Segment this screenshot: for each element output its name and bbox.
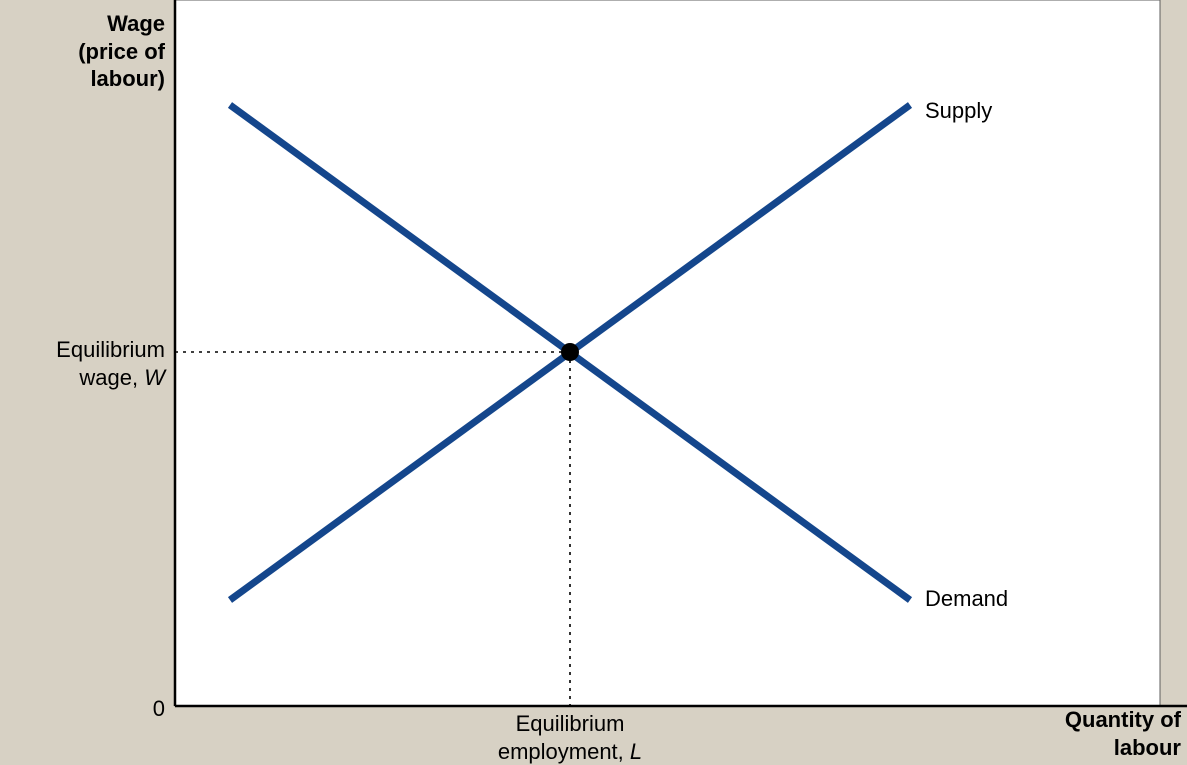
x-axis-title-line2: labour xyxy=(1114,735,1181,760)
eq-wage-line2b: W xyxy=(144,365,165,390)
equilibrium-wage-label: Equilibrium wage, W xyxy=(0,336,165,391)
supply-label: Supply xyxy=(925,97,992,125)
plot-area xyxy=(175,0,1160,706)
demand-label: Demand xyxy=(925,585,1008,613)
eq-emp-line1: Equilibrium xyxy=(516,711,625,736)
equilibrium-employment-label: Equilibrium employment, L xyxy=(420,710,720,765)
eq-emp-line2a: employment, xyxy=(498,739,630,764)
origin-label: 0 xyxy=(0,695,165,723)
y-axis-title-line2: (price of xyxy=(78,39,165,64)
eq-emp-line2b: L xyxy=(630,739,642,764)
x-axis-title: Quantity of labour xyxy=(961,706,1181,761)
chart-svg xyxy=(0,0,1187,765)
y-axis-title: Wage (price of labour) xyxy=(0,10,165,93)
eq-wage-line1: Equilibrium xyxy=(56,337,165,362)
chart-stage: Wage (price of labour) Equilibrium wage,… xyxy=(0,0,1187,765)
eq-wage-line2a: wage, xyxy=(79,365,144,390)
equilibrium-point xyxy=(561,343,579,361)
y-axis-title-line1: Wage xyxy=(107,11,165,36)
x-axis-title-line1: Quantity of xyxy=(1065,707,1181,732)
y-axis-title-line3: labour) xyxy=(90,66,165,91)
